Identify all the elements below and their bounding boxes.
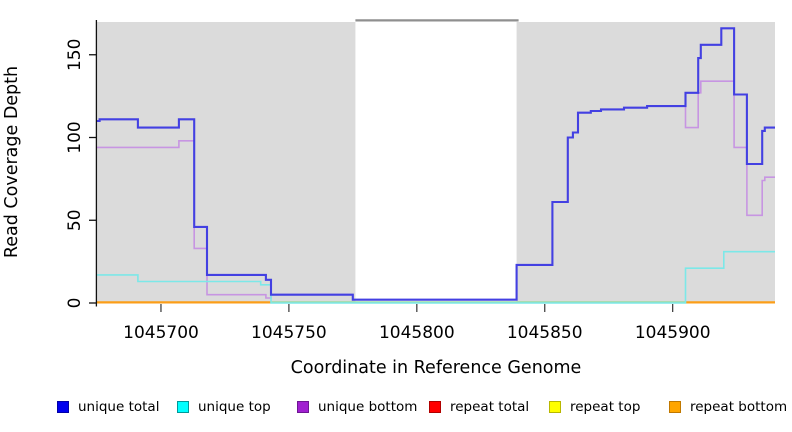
legend: unique total unique top unique bottom re… [0, 399, 792, 423]
repeat-bottom-swatch-icon [669, 401, 681, 413]
y-tick-label: 100 [65, 121, 85, 153]
x-tick-label: 1045700 [123, 323, 199, 343]
coverage-plot: 0 50 100 150 1045700 1045750 1045800 1045850 104… [2, 19, 775, 378]
legend-item-unique-total: unique total [57, 399, 159, 415]
series-line-unique-total [97, 27, 775, 301]
y-tick-label: 0 [65, 298, 85, 309]
unique-total-swatch-icon [57, 401, 69, 413]
x-tick-label: 1045750 [251, 323, 327, 343]
mappability-band [97, 22, 356, 303]
legend-label: unique total [78, 399, 160, 415]
legend-item-unique-top: unique top [177, 399, 271, 415]
x-tick-label: 1045900 [635, 323, 711, 343]
legend-item-repeat-top: repeat top [549, 399, 640, 415]
legend-item-unique-bottom: unique bottom [297, 399, 417, 415]
legend-label: unique bottom [318, 399, 418, 415]
y-tick-label: 50 [65, 209, 85, 231]
y-tick-label: 150 [65, 39, 85, 71]
unique-top-swatch-icon [177, 401, 189, 413]
unique-bottom-swatch-icon [297, 401, 309, 413]
repeat-total-swatch-icon [429, 401, 441, 413]
x-tick-label: 1045850 [507, 323, 583, 343]
legend-label: unique top [198, 399, 271, 415]
legend-item-repeat-bottom: repeat bottom [669, 399, 787, 415]
legend-item-repeat-total: repeat total [429, 399, 529, 415]
legend-label: repeat bottom [690, 399, 788, 415]
legend-label: repeat total [450, 399, 530, 415]
legend-label: repeat top [570, 399, 641, 415]
repeat-top-swatch-icon [549, 401, 561, 413]
x-tick-label: 1045800 [379, 323, 455, 343]
y-axis-title: Read Coverage Depth [2, 66, 22, 258]
x-axis-title: Coordinate in Reference Genome [291, 358, 582, 378]
mappability-band [516, 22, 775, 303]
